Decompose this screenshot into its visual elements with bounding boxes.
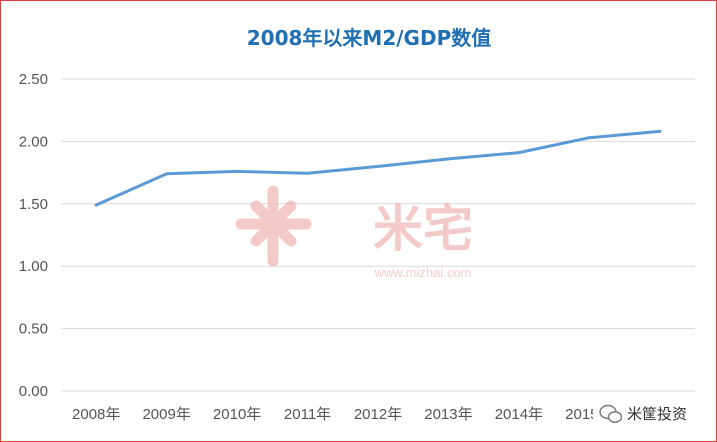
y-tick-label: 1.00	[19, 258, 48, 275]
source-badge-label: 米筐投资	[627, 405, 687, 423]
x-tick-label: 2008年	[72, 406, 120, 423]
watermark-brand: 米宅	[373, 200, 473, 258]
x-tick-label: 2013年	[424, 406, 472, 423]
x-tick-label: 2010年	[213, 406, 261, 423]
x-tick-label: 2014年	[495, 406, 543, 423]
watermark-url: www.mizhai.com	[374, 265, 472, 280]
data-point	[517, 151, 521, 155]
y-tick-label: 0.00	[19, 383, 48, 400]
data-point	[658, 129, 662, 133]
data-point	[306, 171, 310, 175]
series-line	[94, 129, 662, 207]
x-tick-label: 2011年	[284, 406, 331, 423]
x-tick-label: 2012年	[354, 406, 402, 423]
chart-title: 2008年以来M2/GDP数值	[247, 26, 491, 50]
watermark: 米宅 www.mizhai.com	[235, 185, 473, 280]
source-badge: 米筐投资	[593, 399, 715, 429]
data-point	[587, 136, 591, 140]
x-axis-tick-labels: 2008年 2009年 2010年 2011年 2012年 2013年 2014年 2015年…	[72, 406, 684, 423]
data-point	[94, 203, 98, 207]
gridlines	[61, 78, 695, 392]
watermark-logo-icon	[235, 185, 312, 267]
x-tick-label: 2009年	[142, 406, 190, 423]
y-tick-label: 2.50	[19, 71, 48, 88]
y-tick-label: 2.00	[19, 133, 48, 150]
series-layer	[94, 129, 662, 207]
wechat-icon	[599, 404, 623, 423]
y-tick-label: 0.50	[19, 321, 48, 338]
data-point	[446, 157, 450, 161]
data-point	[165, 172, 169, 176]
y-tick-label: 1.50	[19, 196, 48, 213]
y-axis-tick-labels: 0.00 0.50 1.00 1.50 2.00 2.50	[19, 71, 48, 400]
data-point	[235, 169, 239, 173]
data-point	[376, 164, 380, 168]
